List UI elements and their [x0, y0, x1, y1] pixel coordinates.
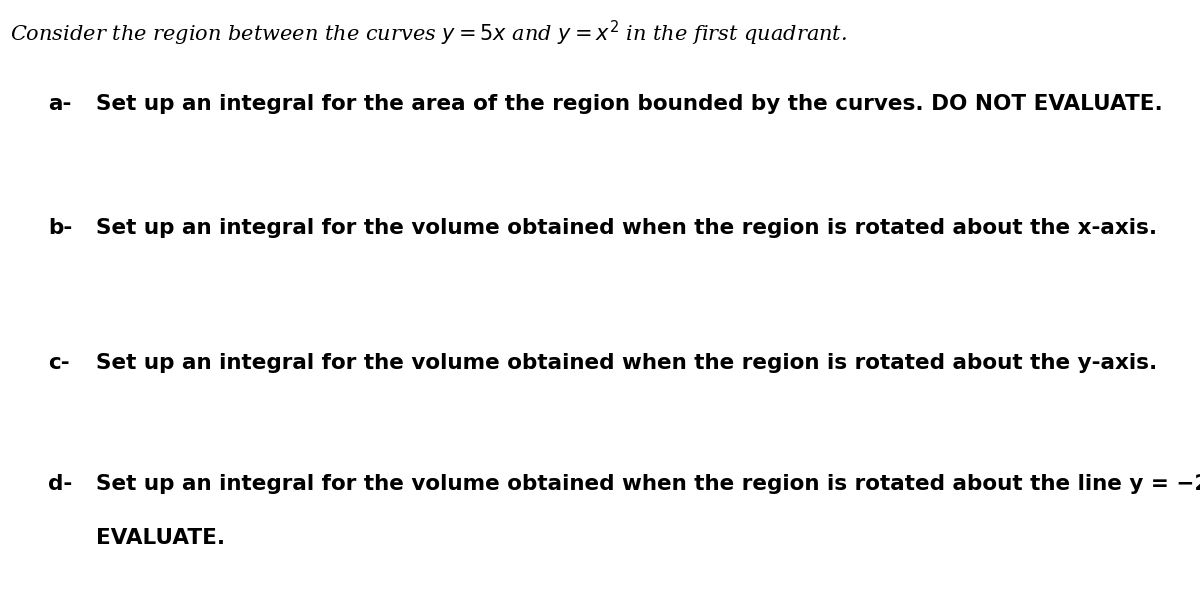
Text: a-: a- — [48, 94, 71, 114]
Text: Set up an integral for the area of the region bounded by the curves. DO NOT EVAL: Set up an integral for the area of the r… — [96, 94, 1163, 114]
Text: c-: c- — [48, 353, 70, 373]
Text: Consider the region between the curves $y = 5x$ and $y = x^2$ in the first quadr: Consider the region between the curves $… — [10, 19, 847, 48]
Text: Set up an integral for the volume obtained when the region is rotated about the : Set up an integral for the volume obtain… — [96, 474, 1200, 494]
Text: Set up an integral for the volume obtained when the region is rotated about the : Set up an integral for the volume obtain… — [96, 218, 1157, 238]
Text: Set up an integral for the volume obtained when the region is rotated about the : Set up an integral for the volume obtain… — [96, 353, 1157, 373]
Text: d-: d- — [48, 474, 72, 494]
Text: b-: b- — [48, 218, 72, 238]
Text: EVALUATE.: EVALUATE. — [96, 528, 226, 548]
